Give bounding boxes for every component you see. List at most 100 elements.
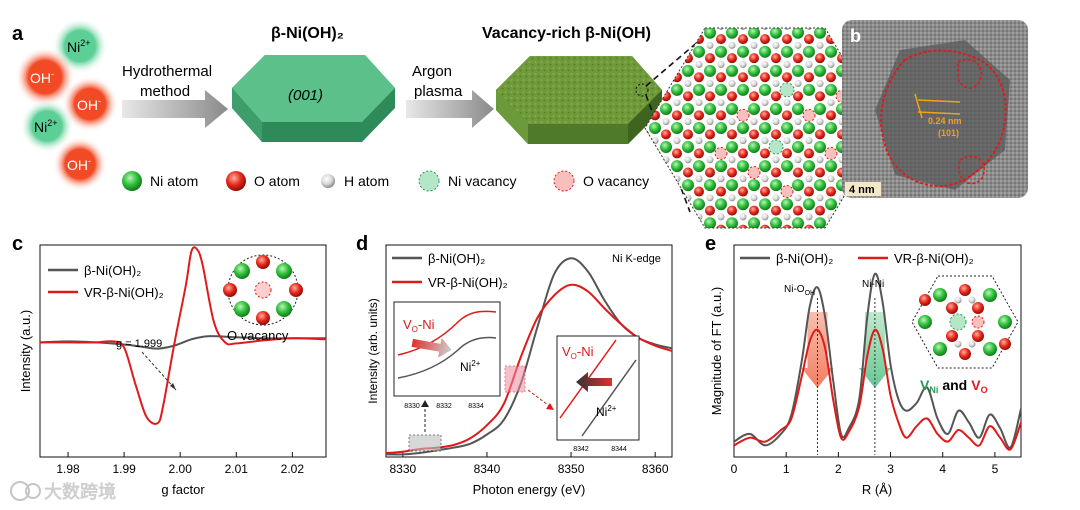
o-atom bbox=[716, 224, 726, 228]
h-atom bbox=[662, 118, 670, 126]
h-atom bbox=[816, 194, 824, 202]
ni-atom bbox=[649, 45, 661, 58]
h-atom bbox=[673, 28, 681, 30]
ni-atom bbox=[704, 102, 716, 115]
o-atom bbox=[661, 53, 671, 64]
o-atom bbox=[793, 167, 803, 178]
o-atom bbox=[881, 205, 885, 216]
chart-e-series bbox=[734, 272, 1021, 451]
o-atom bbox=[683, 53, 693, 64]
svg-text:O vacancy: O vacancy bbox=[583, 173, 649, 189]
h-atom bbox=[772, 194, 780, 202]
ni-vacancy bbox=[949, 313, 967, 331]
chart-d-xlabel: Photon energy (eV) bbox=[473, 482, 586, 497]
h-atom bbox=[783, 99, 791, 107]
series-line-vr bbox=[40, 246, 326, 425]
h-atom bbox=[750, 80, 758, 88]
ni-atom bbox=[933, 342, 947, 356]
ni-atom bbox=[933, 288, 947, 302]
o-atom bbox=[645, 53, 649, 64]
ni-atom bbox=[649, 122, 661, 134]
o-atom bbox=[727, 205, 737, 216]
o-atom bbox=[870, 224, 880, 228]
peak1-label: Ni-OOH bbox=[784, 284, 815, 297]
series-line-vr bbox=[734, 328, 1021, 451]
ni-atom bbox=[792, 217, 804, 228]
ni-atom bbox=[792, 141, 804, 154]
o-atom bbox=[705, 167, 715, 178]
o-atom bbox=[771, 167, 781, 178]
h-atom bbox=[695, 28, 703, 30]
h-atom bbox=[772, 41, 780, 49]
step1-line1: Hydrothermal bbox=[122, 63, 212, 80]
h-atom bbox=[706, 118, 714, 126]
legend-c-vr: VR-β-Ni(OH)₂ bbox=[84, 285, 164, 300]
o-vacancy-inset bbox=[223, 254, 303, 326]
h-atom bbox=[816, 156, 824, 164]
svg-text:VO-Ni: VO-Ni bbox=[403, 317, 435, 334]
h-atom bbox=[684, 41, 692, 49]
o-atom bbox=[815, 53, 825, 64]
zoom-box-1 bbox=[408, 434, 442, 452]
x-tick-label: 2.01 bbox=[225, 462, 249, 476]
o-atom bbox=[771, 205, 781, 216]
o-atom bbox=[793, 205, 803, 216]
ni-atom bbox=[825, 160, 837, 173]
h-atom bbox=[651, 28, 659, 30]
x-tick-label: 8330 bbox=[389, 462, 416, 476]
ni-atom bbox=[770, 179, 782, 192]
title-vacancy: Vacancy-rich β-Ni(OH) bbox=[482, 25, 651, 42]
o-atom bbox=[645, 205, 649, 216]
ni-atom bbox=[671, 198, 683, 211]
ni-atom bbox=[748, 28, 760, 39]
h-atom bbox=[794, 156, 802, 164]
o-atom bbox=[727, 167, 737, 178]
ni-atom bbox=[891, 198, 903, 210]
tem-image bbox=[842, 20, 1028, 198]
h-atom bbox=[695, 60, 703, 68]
o-atom bbox=[705, 205, 715, 216]
h-atom bbox=[717, 99, 725, 107]
ni-atom bbox=[814, 64, 826, 77]
h-atom bbox=[645, 41, 648, 49]
svg-text:H atom: H atom bbox=[344, 173, 389, 189]
o-atom bbox=[782, 72, 792, 83]
h-atom bbox=[816, 80, 824, 88]
h-atom bbox=[662, 80, 670, 88]
o-atom bbox=[727, 91, 737, 102]
ni-atom bbox=[983, 288, 997, 302]
o-vacancy bbox=[780, 185, 794, 199]
legend-o-vacancy: O vacancy bbox=[553, 170, 649, 192]
o-atom bbox=[959, 284, 971, 296]
ni-atom bbox=[726, 141, 738, 154]
h-atom bbox=[916, 213, 923, 220]
h-atom bbox=[695, 99, 703, 107]
o-atom bbox=[999, 338, 1011, 350]
svg-text:Ni atom: Ni atom bbox=[150, 173, 198, 189]
ni-atom bbox=[748, 179, 760, 192]
o-atom bbox=[919, 294, 931, 306]
h-atom bbox=[761, 213, 769, 221]
svg-text:Ni2+: Ni2+ bbox=[67, 38, 91, 55]
o-atom bbox=[716, 72, 726, 83]
o-atom bbox=[793, 53, 803, 64]
svg-text:8334: 8334 bbox=[468, 403, 484, 410]
ni-atom bbox=[814, 141, 826, 154]
title-beta: β-Ni(OH)₂ bbox=[271, 25, 344, 42]
vacancy-hexagon bbox=[496, 56, 662, 144]
o-atom bbox=[914, 225, 924, 235]
ni-atom bbox=[770, 28, 782, 39]
h-atom bbox=[717, 175, 725, 183]
o-atom bbox=[815, 167, 825, 178]
ion-oh-bottom: OH- bbox=[53, 137, 107, 191]
o-atom bbox=[837, 205, 847, 216]
h-atom bbox=[662, 41, 670, 49]
ni-atom bbox=[759, 45, 771, 58]
o-atom bbox=[738, 148, 748, 159]
h-atom bbox=[783, 137, 791, 145]
ni-atom bbox=[660, 141, 672, 154]
x-tick-label: 5 bbox=[992, 462, 999, 476]
ni-atom bbox=[847, 198, 859, 211]
ni-atom bbox=[704, 64, 716, 77]
